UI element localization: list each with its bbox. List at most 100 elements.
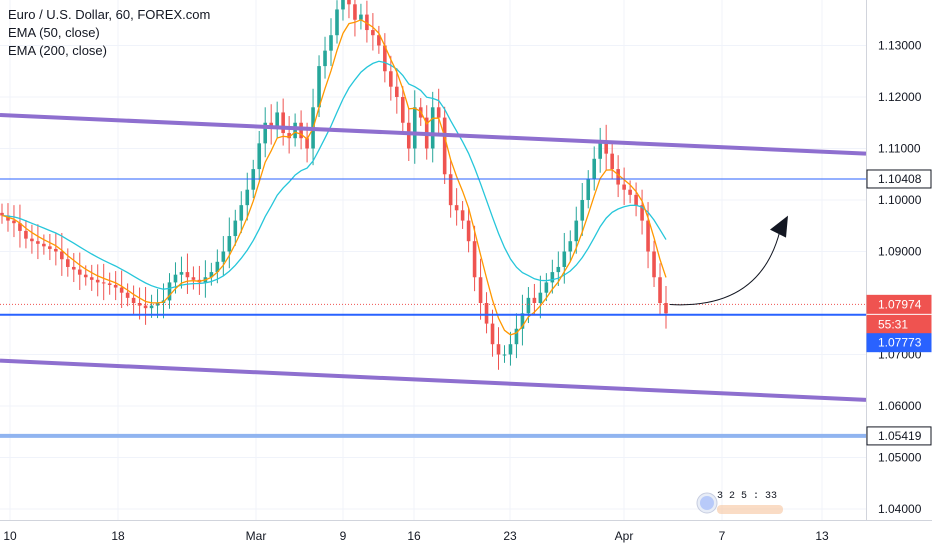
candle-body: [556, 266, 561, 273]
candle-body: [532, 297, 537, 303]
candle-body: [442, 117, 447, 175]
x-tick-label: Apr: [615, 529, 634, 543]
candle-body: [107, 283, 112, 285]
candle-body: [71, 266, 76, 270]
candle-body: [574, 220, 579, 242]
candle-body: [436, 107, 441, 118]
projection-path: [669, 230, 781, 306]
candle-body: [658, 277, 662, 303]
ema-200-line: [1, 60, 667, 290]
watermark-logo: 3 2 5 : 33: [695, 490, 787, 516]
candle-body: [257, 143, 262, 170]
candle-body: [389, 71, 393, 87]
candle-body: [215, 261, 220, 273]
drawings: [0, 113, 867, 438]
candle-body: [526, 297, 531, 314]
candle-body: [173, 274, 178, 283]
candle-body: [113, 284, 118, 288]
candle-body: [143, 305, 148, 309]
candle-body: [6, 215, 10, 221]
y-tick-label: 1.10000: [878, 193, 922, 207]
candle-body: [317, 66, 321, 108]
globe-icon: [696, 492, 783, 514]
candle-body: [514, 328, 519, 345]
candle-body: [610, 153, 614, 170]
candle-body: [30, 238, 34, 242]
candle-body: [155, 303, 160, 306]
ema200-label[interactable]: EMA (200, close): [8, 43, 107, 58]
candle-body: [395, 86, 399, 97]
candle-body: [568, 241, 573, 252]
candle-body: [42, 243, 46, 247]
candle-body: [640, 205, 644, 221]
candle-body: [496, 344, 501, 355]
candle-body: [275, 112, 279, 128]
candle-body: [293, 122, 297, 139]
candle-body: [36, 241, 40, 244]
candle-body: [179, 272, 184, 275]
y-tick-label: 1.09000: [878, 245, 922, 259]
candle-body: [77, 269, 82, 275]
price-label-text: 1.05419: [878, 429, 922, 443]
ema50-label[interactable]: EMA (50, close): [8, 25, 100, 40]
candle-body: [119, 287, 124, 293]
x-tick-label: 16: [407, 529, 421, 543]
candle-body: [54, 248, 58, 252]
candle-body: [598, 143, 602, 159]
candle-body: [592, 158, 597, 180]
candle-body: [101, 282, 106, 284]
candle-body: [305, 138, 309, 149]
candle-body: [538, 292, 543, 303]
candle-body: [347, 0, 351, 5]
candle-body: [448, 174, 453, 206]
symbol-title[interactable]: Euro / U.S. Dollar, 60, FOREX.com: [8, 7, 211, 22]
candle-body: [412, 107, 417, 149]
axes: 1.130001.120001.110001.100001.090001.070…: [0, 0, 932, 543]
channel-upper-line: [0, 113, 867, 156]
candle-body: [66, 259, 70, 267]
candle-body: [83, 274, 88, 278]
chart-legend: Euro / U.S. Dollar, 60, FOREX.com EMA (5…: [8, 6, 210, 60]
ema-50-line: [1, 19, 667, 336]
candle-body: [520, 313, 525, 329]
price-label-box: [866, 333, 932, 353]
candle-body: [490, 323, 495, 345]
candle-body: [550, 272, 555, 283]
candle-body: [580, 200, 585, 221]
y-tick-label: 1.12000: [878, 90, 922, 104]
y-tick-label: 1.05000: [878, 451, 922, 465]
candle-body: [622, 184, 626, 190]
candle-body: [466, 220, 471, 242]
candle-body: [131, 297, 136, 303]
price-label-box: [866, 169, 932, 189]
candle-body: [628, 189, 632, 195]
candle-body: [335, 9, 339, 36]
watermark-text: 3 2 5 : 33: [717, 491, 778, 502]
price-label-text: 1.07974: [878, 297, 922, 311]
price-label-text: 1.10408: [878, 172, 922, 186]
x-tick-label: 9: [340, 529, 347, 543]
candle-body: [652, 251, 656, 278]
candle-body: [365, 14, 369, 31]
candle-body: [454, 205, 459, 211]
x-tick-label: 13: [815, 529, 829, 543]
candle-body: [616, 169, 620, 185]
candle-body: [323, 50, 327, 67]
candle-body: [664, 303, 668, 314]
candle-body: [245, 189, 250, 206]
candle-body: [18, 223, 22, 231]
candle-body: [239, 205, 244, 221]
candle-body: [24, 230, 28, 239]
x-tick-label: 10: [3, 529, 17, 543]
candle-body: [341, 0, 345, 10]
candle-body: [329, 35, 333, 51]
y-tick-label: 1.11000: [878, 142, 921, 156]
candle-body: [209, 272, 214, 278]
candle-body: [281, 112, 285, 134]
candle-body: [472, 241, 477, 278]
x-tick-label: 7: [719, 529, 726, 543]
